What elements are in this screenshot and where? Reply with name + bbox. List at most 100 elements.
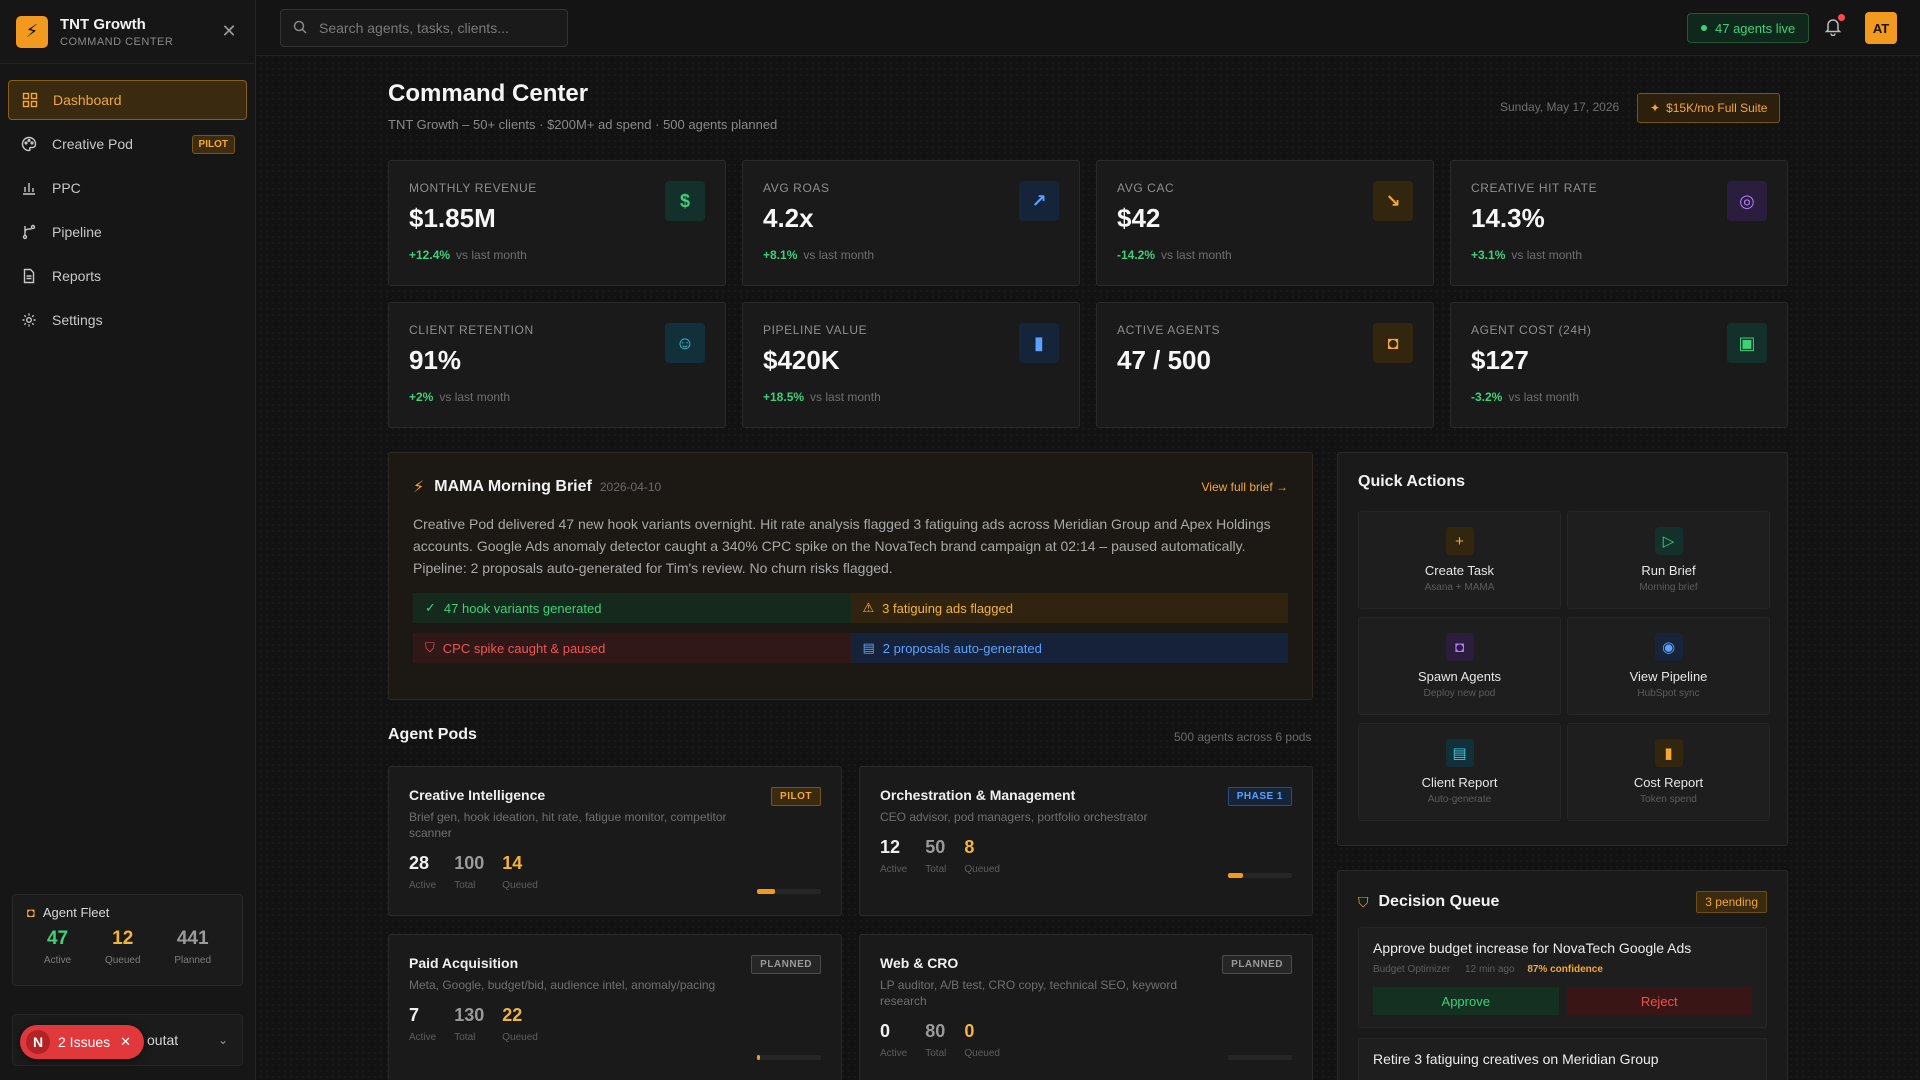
sidebar-item-ppc[interactable]: PPC	[8, 168, 247, 208]
page-subtitle: TNT Growth – 50+ clients · $200M+ ad spe…	[388, 117, 778, 132]
pod-stat-total: 50 Total	[925, 837, 947, 875]
quick-action-label: Cost Report	[1633, 775, 1704, 790]
quick-action-sub: Auto-generate	[1427, 794, 1492, 805]
decision-time: 12 min ago	[1465, 964, 1515, 975]
kpi-card: Pipeline Value $420K +18.5% vs last month ▮	[742, 302, 1080, 428]
agent-pod-card[interactable]: Orchestration & Management CEO advisor, p…	[859, 766, 1313, 916]
brief-tag: ▤ 2 proposals auto-generated	[850, 633, 1288, 663]
branch-icon	[20, 223, 38, 241]
kpi-delta-note: vs last month	[1161, 248, 1232, 262]
sidebar-item-pipeline[interactable]: Pipeline	[8, 212, 247, 252]
view-pipeline-button[interactable]: ◉ View Pipeline HubSpot sync	[1567, 617, 1770, 715]
kpi-label: Avg ROAS	[763, 181, 830, 195]
sidebar-item-reports[interactable]: Reports	[8, 256, 247, 296]
kpi-delta: +8.1%	[763, 248, 798, 262]
kpi-delta-note: vs last month	[1511, 248, 1583, 262]
spawn-agents-button[interactable]: ◘ Spawn Agents Deploy new pod	[1358, 617, 1561, 715]
brief-tag-label: CPC spike caught & paused	[442, 640, 606, 656]
kpi-label: Agent Cost (24h)	[1471, 323, 1592, 337]
quick-actions-title: Quick Actions	[1358, 473, 1465, 490]
decision-item: Approve budget increase for NovaTech Goo…	[1358, 927, 1767, 1028]
bar-chart-icon: ▮	[1019, 323, 1059, 363]
pod-stat-total: 130 Total	[454, 1005, 485, 1043]
pod-title: Web & CRO	[880, 955, 959, 971]
kpi-value: $1.85M	[409, 203, 496, 233]
pod-description: LP auditor, A/B test, CRO copy, technica…	[880, 978, 1178, 1008]
kpi-delta-note: vs last month	[1508, 390, 1580, 404]
kpi-card: Active Agents 47 / 500 ◘	[1096, 302, 1434, 428]
morning-brief-card: ⚡ MAMA Morning Brief 2026-04-10 View ful…	[388, 452, 1313, 700]
close-icon[interactable]: ✕	[120, 1034, 132, 1049]
kpi-label: Avg CAC	[1117, 181, 1175, 195]
full-suite-button[interactable]: ✦ $15K/mo Full Suite	[1637, 93, 1781, 123]
create-task-button[interactable]: + Create Task Asana + MAMA	[1358, 511, 1561, 609]
grid-icon	[21, 91, 39, 109]
brief-tag-label: 3 fatiguing ads flagged	[882, 600, 1013, 616]
pod-description: Brief gen, hook ideation, hit rate, fati…	[409, 810, 727, 840]
user-name: outat	[147, 1032, 179, 1048]
kpi-delta: +2%	[409, 390, 434, 404]
pod-stat-queued: 22 Queued	[502, 1005, 538, 1043]
decision-confidence: 87% confidence	[1527, 964, 1603, 975]
agent-pods-meta: 500 agents across 6 pods	[1174, 730, 1312, 744]
search-input[interactable]	[319, 20, 539, 36]
kpi-value: 14.3%	[1471, 203, 1545, 233]
quick-action-sub: Deploy new pod	[1423, 688, 1496, 699]
kpi-label: Monthly Revenue	[409, 181, 537, 195]
search-box[interactable]	[280, 9, 568, 47]
eye-icon: ◉	[1654, 633, 1683, 661]
view-full-brief-link[interactable]: View full brief →	[1201, 480, 1288, 494]
page-date: Sunday, May 17, 2026	[1500, 100, 1620, 114]
pod-stat-active: 28 Active	[409, 853, 437, 891]
kpi-card: Creative Hit Rate 14.3% +3.1% vs last month…	[1450, 160, 1788, 286]
kpi-label: Creative Hit Rate	[1471, 181, 1598, 195]
brief-tag-label: 2 proposals auto-generated	[882, 640, 1042, 656]
run-brief-button[interactable]: ▷ Run Brief Morning brief	[1567, 511, 1770, 609]
agent-pod-card[interactable]: Creative Intelligence Brief gen, hook ide…	[388, 766, 842, 916]
target-icon: ◎	[1727, 181, 1767, 221]
decision-queue-title: Decision Queue	[1378, 893, 1500, 910]
quick-action-label: Spawn Agents	[1417, 669, 1502, 684]
bar-chart-icon: ▮	[1654, 739, 1683, 767]
bar-chart-icon	[20, 179, 38, 197]
cost-report-button[interactable]: ▮ Cost Report Token spend	[1567, 723, 1770, 821]
kpi-card: Monthly Revenue $1.85M +12.4% vs last month…	[388, 160, 726, 286]
kpi-card: Agent Cost (24h) $127 -3.2% vs last month ▣	[1450, 302, 1788, 428]
agent-pod-card[interactable]: Paid Acquisition Meta, Google, budget/bid…	[388, 934, 842, 1080]
approve-button[interactable]: Approve	[1373, 987, 1559, 1015]
user-check-icon: ☺	[665, 323, 705, 363]
pod-progress-bar	[757, 889, 821, 894]
agent-pod-card[interactable]: Web & CRO LP auditor, A/B test, CRO copy,…	[859, 934, 1313, 1080]
warning-icon: ⚠	[862, 600, 875, 615]
kpi-label: Client Retention	[409, 323, 534, 337]
sidebar-nav: Dashboard Creative Pod PILOT PPC Pipelin…	[0, 64, 255, 360]
sidebar: ⚡ TNT Growth COMMAND CENTER ✕ Dashboard …	[0, 0, 256, 1080]
sidebar-item-settings[interactable]: Settings	[8, 300, 247, 340]
sidebar-item-dashboard[interactable]: Dashboard	[8, 80, 247, 120]
kpi-value: $420K	[763, 345, 840, 375]
pod-progress-bar	[1228, 873, 1292, 878]
bell-icon[interactable]	[1823, 14, 1845, 38]
sidebar-item-label: Dashboard	[53, 92, 122, 108]
issues-badge[interactable]: N 2 Issues ✕	[20, 1025, 144, 1059]
sidebar-item-label: Pipeline	[52, 224, 102, 240]
reject-button[interactable]: Reject	[1566, 987, 1752, 1015]
quick-action-sub: Token spend	[1640, 794, 1697, 805]
client-report-button[interactable]: ▤ Client Report Auto-generate	[1358, 723, 1561, 821]
close-sidebar-icon[interactable]: ✕	[221, 21, 237, 41]
chip-icon: ▣	[1727, 323, 1767, 363]
brief-body: Creative Pod delivered 47 new hook varia…	[413, 516, 1271, 576]
kpi-value: $127	[1471, 345, 1529, 375]
top-bar: 47 agents live AT	[256, 0, 1920, 56]
document-icon	[20, 267, 38, 285]
chevron-down-icon: ⌄	[217, 1033, 228, 1047]
sidebar-item-creative-pod[interactable]: Creative Pod PILOT	[8, 124, 247, 164]
agent-fleet-card: ◘ Agent Fleet 47 Active 12 Queued 441 Pl…	[12, 894, 243, 986]
brief-tag: ⛉ CPC spike caught & paused	[413, 633, 851, 663]
sidebar-item-label: Settings	[52, 312, 103, 328]
avatar[interactable]: AT	[1865, 12, 1897, 44]
pod-status-badge: PILOT	[771, 787, 821, 806]
kpi-delta: +18.5%	[763, 390, 805, 404]
pod-status-badge: PLANNED	[1222, 955, 1292, 974]
brief-date: 2026-04-10	[599, 480, 662, 494]
